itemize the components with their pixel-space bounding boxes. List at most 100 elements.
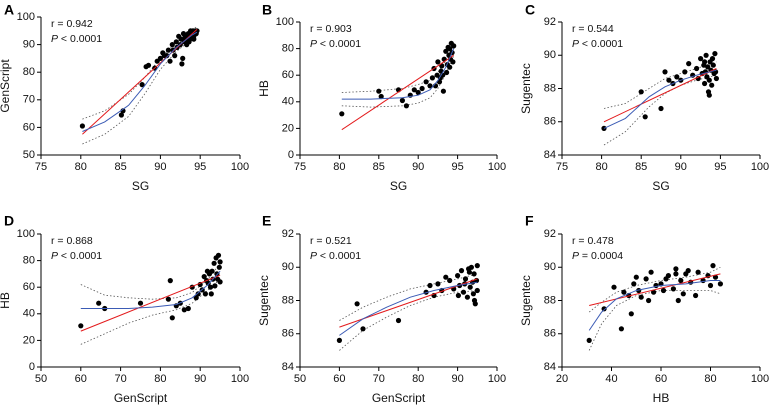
y-axis-label: HB	[257, 80, 271, 97]
data-point	[633, 274, 639, 280]
y-tick-label: 0	[288, 149, 294, 161]
data-point	[710, 62, 716, 68]
data-point	[673, 271, 679, 277]
panel-e: E 50 60 70 80 90 100 84 86 88 90 92 GenScript Sugente…	[257, 213, 506, 405]
data-point	[194, 28, 200, 34]
data-point	[611, 284, 617, 290]
x-axis-label: HB	[653, 391, 670, 405]
x-tick-label: 100	[751, 161, 769, 173]
data-point	[217, 259, 223, 265]
data-point	[646, 297, 652, 304]
data-point	[474, 287, 480, 294]
data-point	[193, 295, 199, 301]
smooth-fit-line	[339, 281, 478, 336]
panel-letter: D	[4, 213, 14, 229]
data-point	[423, 79, 429, 85]
data-point	[682, 69, 688, 75]
data-point	[378, 93, 384, 100]
x-tick-label: 80	[154, 373, 166, 385]
y-tick-label: 60	[282, 69, 294, 81]
y-tick-label: 40	[282, 96, 294, 108]
data-point	[164, 53, 170, 59]
smooth-fit-line	[341, 48, 455, 100]
data-point	[427, 282, 433, 289]
y-tick-label: 100	[276, 16, 294, 28]
data-point	[205, 280, 211, 286]
data-point	[674, 74, 680, 80]
data-point	[354, 301, 360, 307]
x-tick-label: 100	[751, 373, 769, 385]
x-tick-label: 95	[194, 161, 206, 173]
data-point	[642, 114, 648, 120]
ci-upper-line	[339, 273, 478, 321]
data-point	[336, 337, 342, 343]
data-point	[169, 315, 175, 321]
data-point	[685, 268, 691, 274]
data-point	[195, 291, 201, 297]
y-tick-label: 70	[23, 94, 35, 106]
data-point	[474, 263, 480, 269]
data-point	[703, 52, 709, 58]
data-point	[180, 55, 186, 62]
data-point	[658, 105, 664, 112]
linear-fit-line	[341, 54, 454, 131]
data-point	[427, 83, 433, 89]
data-point	[470, 291, 476, 297]
data-point	[181, 307, 187, 313]
x-tick-label: 60	[333, 373, 345, 385]
x-tick-label: 85	[373, 161, 385, 173]
x-axis-label: GenScript	[372, 391, 426, 405]
panel-a: A 75 80 85 90 95 100 50 60 70 80 90 100 SG GenScript r …	[0, 2, 249, 193]
data-point	[638, 89, 644, 95]
x-axis-label: SG	[652, 179, 669, 193]
ci-lower-line	[339, 290, 478, 351]
data-point	[212, 283, 218, 289]
p-symbol: P	[51, 33, 58, 45]
x-tick-label: 75	[556, 161, 568, 173]
y-tick-label: 92	[544, 228, 556, 240]
panel-letter: A	[4, 2, 14, 18]
data-point	[462, 276, 469, 282]
panel-letter: E	[262, 213, 271, 229]
data-point	[216, 264, 222, 270]
y-tick-label: 20	[282, 122, 294, 134]
data-point	[662, 69, 668, 75]
x-tick-label: 100	[488, 373, 506, 385]
data-point	[471, 297, 478, 304]
data-point	[185, 305, 191, 312]
x-tick-label: 100	[231, 373, 249, 385]
p-value: P < 0.0001	[310, 38, 361, 50]
data-point	[618, 326, 625, 332]
data-point	[706, 77, 712, 83]
data-point	[209, 268, 215, 274]
data-point	[601, 306, 607, 312]
data-point	[678, 277, 684, 284]
x-tick-label: 60	[655, 373, 667, 385]
data-point	[670, 286, 677, 292]
p-value: P < 0.0001	[51, 33, 102, 45]
data-point	[705, 64, 711, 70]
data-point	[179, 61, 185, 67]
y-axis-label: Sugentec	[257, 275, 271, 326]
data-point	[458, 268, 465, 274]
panel-letter: C	[525, 2, 535, 18]
p-value-text: < 0.0001	[58, 33, 102, 45]
ci-upper-line	[341, 40, 455, 93]
data-point	[455, 292, 461, 299]
x-tick-label: 80	[333, 161, 345, 173]
smooth-fit-line	[80, 270, 221, 309]
data-point	[464, 294, 470, 300]
y-tick-label: 100	[17, 11, 35, 23]
data-point	[169, 42, 175, 48]
x-tick-label: 95	[451, 161, 463, 173]
y-tick-label: 84	[544, 149, 556, 161]
panel-c: C 75 80 85 90 95 100 84 86 88 90 92 SG Sugentec r = 0.…	[519, 2, 769, 193]
data-point	[435, 281, 441, 287]
data-point	[710, 263, 716, 269]
y-tick-label: 80	[282, 43, 294, 55]
data-point	[208, 291, 214, 297]
p-value-text: < 0.0001	[58, 250, 102, 262]
p-symbol: P	[572, 250, 579, 262]
data-point	[204, 268, 210, 274]
